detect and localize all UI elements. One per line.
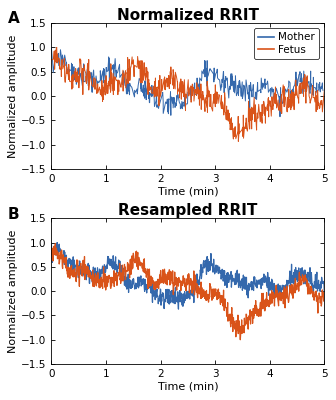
Fetus xyxy=(67,270,71,275)
Fetus xyxy=(80,77,84,82)
Fetus xyxy=(292,107,296,112)
X-axis label: Time (min): Time (min) xyxy=(158,382,218,392)
Fetus xyxy=(50,57,54,62)
Mother xyxy=(92,85,96,90)
Fetus xyxy=(257,314,261,318)
Mother xyxy=(321,88,325,93)
Line: Mother: Mother xyxy=(51,48,323,117)
Fetus xyxy=(189,97,193,102)
Mother xyxy=(322,293,326,298)
X-axis label: Time (min): Time (min) xyxy=(158,186,218,196)
Mother xyxy=(257,278,261,282)
Y-axis label: Normalized amplitude: Normalized amplitude xyxy=(8,34,18,158)
Fetus xyxy=(236,139,240,144)
Text: A: A xyxy=(8,12,19,26)
Fetus xyxy=(55,45,59,50)
Mother xyxy=(75,79,79,84)
Fetus xyxy=(322,290,326,294)
Line: Fetus: Fetus xyxy=(52,48,324,141)
Mother xyxy=(237,85,241,90)
Mother xyxy=(216,263,220,268)
Mother xyxy=(278,114,282,119)
Line: Mother: Mother xyxy=(51,242,324,309)
Mother xyxy=(224,275,228,280)
Fetus xyxy=(238,337,242,342)
Mother xyxy=(209,265,213,270)
Fetus xyxy=(223,305,227,310)
Mother xyxy=(55,240,59,245)
Text: B: B xyxy=(8,206,19,222)
Title: Normalized RRIT: Normalized RRIT xyxy=(117,8,259,23)
Fetus xyxy=(206,83,210,88)
Fetus xyxy=(53,241,57,246)
Fetus xyxy=(322,88,326,93)
Title: Resampled RRIT: Resampled RRIT xyxy=(118,204,257,218)
Mother xyxy=(67,258,71,262)
Mother xyxy=(101,80,106,85)
Mother xyxy=(285,294,289,299)
Fetus xyxy=(215,294,219,299)
Fetus xyxy=(153,94,157,99)
Line: Fetus: Fetus xyxy=(51,244,324,340)
Mother xyxy=(176,307,180,312)
Fetus xyxy=(49,252,53,257)
Mother xyxy=(49,241,53,246)
Mother xyxy=(195,76,199,80)
Y-axis label: Normalized amplitude: Normalized amplitude xyxy=(8,230,18,353)
Fetus xyxy=(201,94,205,98)
Fetus xyxy=(285,289,289,294)
Mother xyxy=(308,88,312,93)
Mother xyxy=(49,45,53,50)
Legend: Mother, Fetus: Mother, Fetus xyxy=(254,28,319,59)
Fetus xyxy=(208,284,212,289)
